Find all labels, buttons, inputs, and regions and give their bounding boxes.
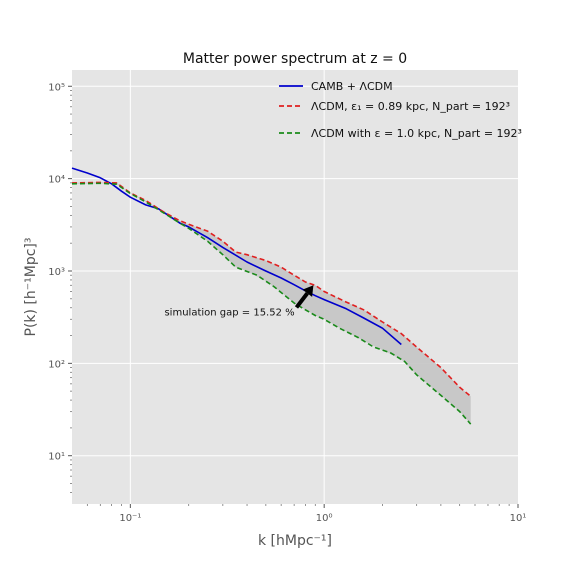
y-tick-label: 10⁴ xyxy=(48,175,65,186)
tick-labels: 10⁻¹ 10⁰ 10¹ 10¹ 10² 10³ 10⁴ 10⁵ xyxy=(48,82,526,524)
series-lines xyxy=(71,167,472,425)
y-axis-label: P(k) [h⁻¹Mpc]³ xyxy=(23,238,39,337)
x-tick-label: 10⁰ xyxy=(316,513,333,524)
legend-label-3: ΛCDM with ε = 1.0 kpc, N_part = 192³ xyxy=(311,127,522,140)
series-line-3 xyxy=(71,182,472,425)
legend-label-1: CAMB + ΛCDM xyxy=(311,80,393,93)
annotation: simulation gap = 15.52 % xyxy=(164,285,314,318)
y-tick-label: 10⁵ xyxy=(48,82,65,93)
annotation-arrow-shaft xyxy=(294,292,309,309)
y-tick-label: 10¹ xyxy=(48,452,65,463)
series-line-2 xyxy=(71,181,472,397)
x-tick-label: 10¹ xyxy=(510,513,527,524)
x-tick-label: 10⁻¹ xyxy=(119,513,141,524)
series-line-1 xyxy=(71,167,402,346)
y-tick-label: 10³ xyxy=(48,267,65,278)
x-axis-label: k [hMpc⁻¹] xyxy=(258,533,332,549)
legend: CAMB + ΛCDM ΛCDM, ε₁ = 0.89 kpc, N_part =… xyxy=(279,80,522,140)
y-tick-label: 10² xyxy=(48,359,65,370)
chart-title: Matter power spectrum at z = 0 xyxy=(183,51,407,67)
annotation-text: simulation gap = 15.52 % xyxy=(164,307,294,318)
annotation-arrow-head xyxy=(302,285,314,297)
legend-label-2: ΛCDM, ε₁ = 0.89 kpc, N_part = 192³ xyxy=(311,100,510,113)
minor-ticks xyxy=(70,90,510,506)
